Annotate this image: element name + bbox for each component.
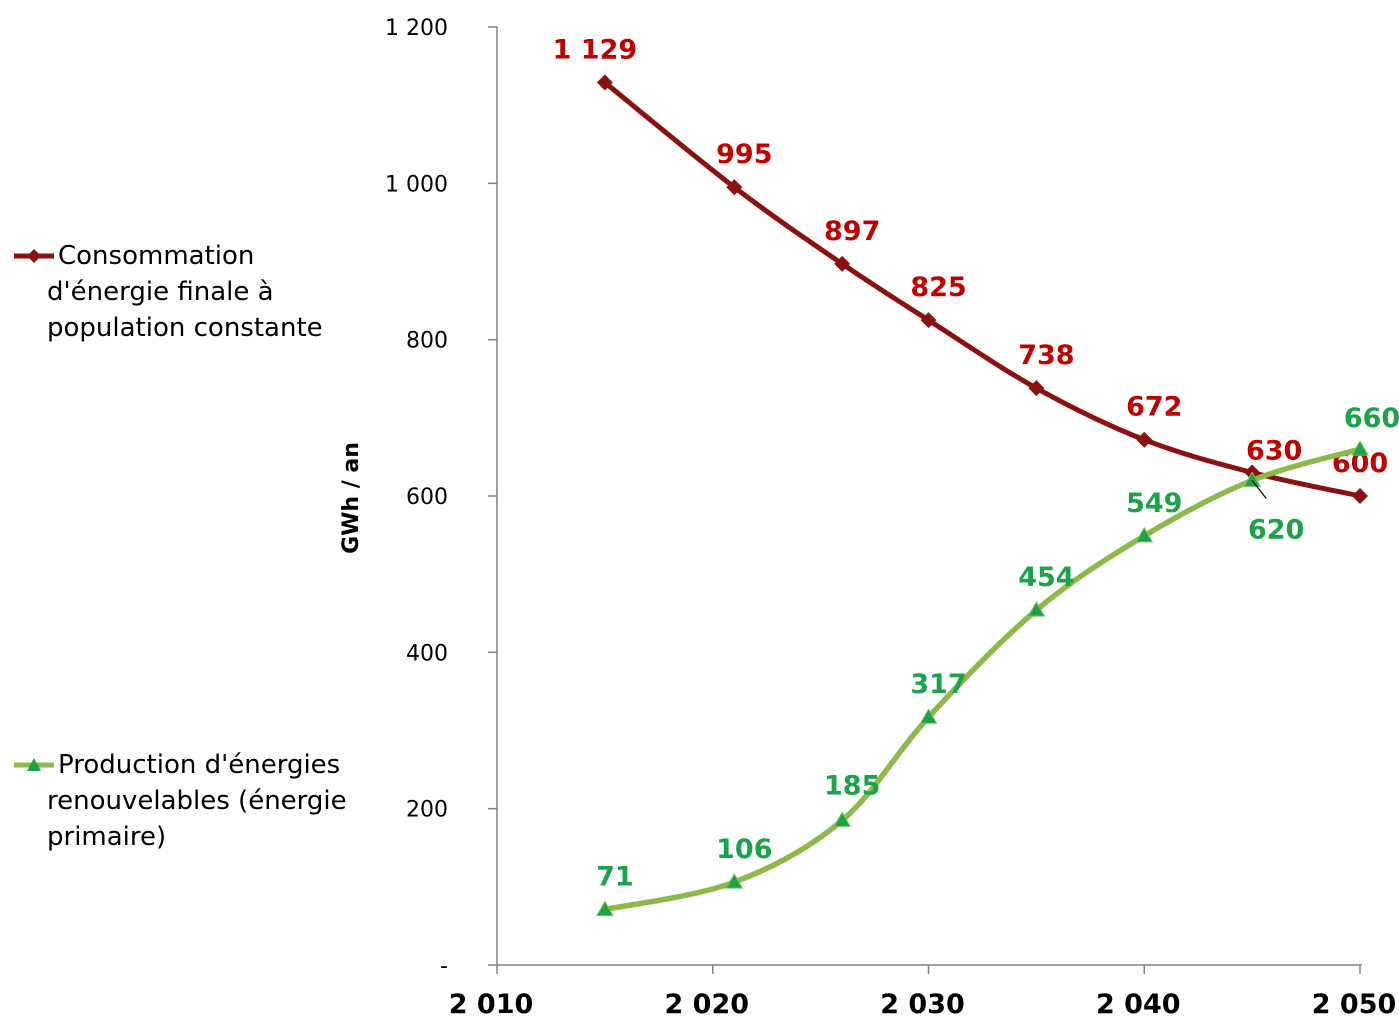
data-label: 317 bbox=[910, 669, 966, 700]
data-point-marker bbox=[1135, 526, 1154, 543]
data-label: 738 bbox=[1018, 340, 1074, 371]
data-label: 549 bbox=[1126, 488, 1182, 519]
data-point-marker bbox=[920, 312, 937, 329]
legend-line: Consommation bbox=[58, 241, 255, 271]
y-tick-label: 800 bbox=[406, 329, 448, 354]
data-label: 660 bbox=[1344, 403, 1399, 434]
data-point-marker bbox=[834, 255, 851, 272]
legend-line: d'énergie finale à bbox=[47, 277, 274, 307]
data-label: 454 bbox=[1018, 562, 1074, 593]
triangle-marker-icon bbox=[14, 758, 54, 771]
y-tick-label: 400 bbox=[406, 641, 448, 666]
y-tick-label: 200 bbox=[406, 798, 448, 823]
data-point-marker bbox=[1027, 601, 1046, 617]
data-point-marker bbox=[919, 708, 938, 724]
legend-line: primaire) bbox=[47, 822, 167, 852]
data-label: 620 bbox=[1248, 514, 1304, 545]
x-tick-label: 2 010 bbox=[449, 989, 534, 1018]
data-point-marker bbox=[1028, 380, 1045, 397]
legend-line: renouvelables (énergie bbox=[47, 786, 347, 816]
legend-label-production: Production d'énergies renouvelables (éne… bbox=[47, 747, 347, 855]
data-label: 1 129 bbox=[553, 34, 638, 65]
x-tick-label: 2 050 bbox=[1312, 989, 1397, 1018]
legend-line: population constante bbox=[47, 313, 323, 343]
legend-label-consommation: Consommation d'énergie finale à populati… bbox=[47, 238, 323, 346]
data-point-marker bbox=[596, 900, 614, 917]
x-tick-label: 2 030 bbox=[880, 989, 965, 1018]
series-line bbox=[602, 446, 1363, 913]
x-tick-label: 2 040 bbox=[1096, 989, 1181, 1018]
y-tick-label: 600 bbox=[406, 485, 448, 510]
data-point-marker bbox=[833, 811, 852, 827]
data-point-marker bbox=[1243, 471, 1261, 487]
legend-line: Production d'énergies bbox=[58, 750, 341, 780]
y-tick-label: 1 000 bbox=[385, 172, 448, 197]
data-label: 897 bbox=[824, 216, 880, 247]
data-label: 630 bbox=[1246, 436, 1302, 467]
x-tick-label: 2 020 bbox=[664, 989, 749, 1018]
y-tick-label: 1 200 bbox=[385, 16, 448, 41]
data-label: 71 bbox=[596, 862, 634, 893]
data-point-marker bbox=[1352, 488, 1368, 504]
data-point-marker bbox=[726, 179, 743, 196]
data-label: 106 bbox=[716, 834, 772, 865]
y-axis-title: GWh / an bbox=[339, 442, 364, 554]
data-point-marker bbox=[725, 873, 744, 889]
label-leader-line bbox=[1251, 479, 1267, 499]
data-label: 185 bbox=[824, 770, 880, 801]
data-label: 825 bbox=[910, 272, 966, 303]
data-point-marker bbox=[1136, 431, 1153, 448]
y-tick-label: - bbox=[440, 954, 448, 979]
data-point-marker bbox=[596, 74, 613, 91]
data-label: 672 bbox=[1126, 392, 1182, 423]
diamond-marker-icon bbox=[14, 249, 54, 263]
data-label: 995 bbox=[716, 139, 772, 170]
data-point-marker bbox=[1351, 440, 1369, 456]
